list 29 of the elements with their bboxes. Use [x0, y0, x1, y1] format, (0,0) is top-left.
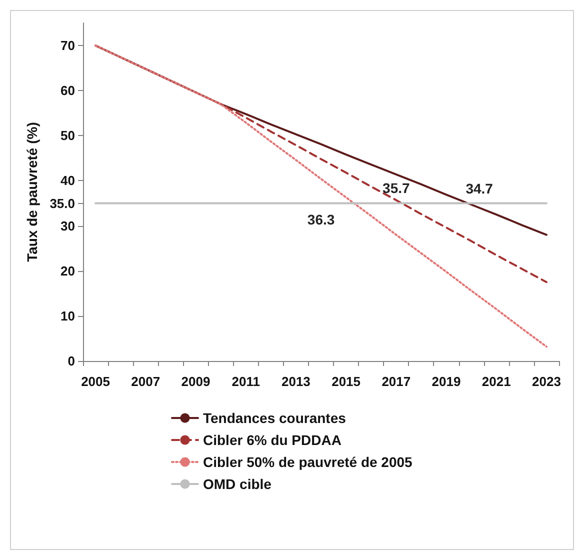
y-tick-label: 0: [68, 354, 75, 368]
y-tick-label: 70: [60, 38, 75, 54]
x-tick-label: 2017: [382, 374, 411, 389]
x-tick-label: 2013: [281, 374, 310, 389]
legend-label: OMD cible: [203, 476, 272, 492]
data-label: 35.7: [382, 180, 410, 196]
line-series: [94, 44, 548, 284]
x-tick-label: 2005: [81, 374, 110, 389]
y-tick-label: 10: [60, 308, 75, 324]
legend-label: Cibler 6% du PDDAA: [203, 432, 342, 448]
y-axis-title: Taux de pauvreté (%): [24, 122, 40, 262]
x-tick-label: 2019: [432, 374, 461, 389]
y-tick-label: 30: [60, 218, 75, 234]
x-tick-label: 2021: [482, 374, 511, 389]
x-tick-label: 2007: [131, 374, 160, 389]
x-tick-label: 2009: [181, 374, 210, 389]
legend-label: Cibler 50% de pauvreté de 2005: [203, 454, 413, 470]
x-tick-label: 2015: [332, 374, 361, 389]
line-series: [94, 44, 548, 348]
data-label: 36.3: [307, 211, 335, 228]
y-tick-label: 35.0: [50, 196, 75, 211]
data-label: 34.7: [466, 180, 494, 197]
y-tick-label: 50: [60, 128, 75, 144]
y-tick-label: 60: [60, 83, 75, 98]
x-tick-label: 2011: [232, 374, 260, 389]
y-tick-label: 40: [60, 173, 75, 188]
y-tick-label: 20: [60, 263, 75, 278]
legend-label: Tendances courantes: [203, 410, 346, 426]
x-tick-label: 2023: [532, 374, 561, 389]
